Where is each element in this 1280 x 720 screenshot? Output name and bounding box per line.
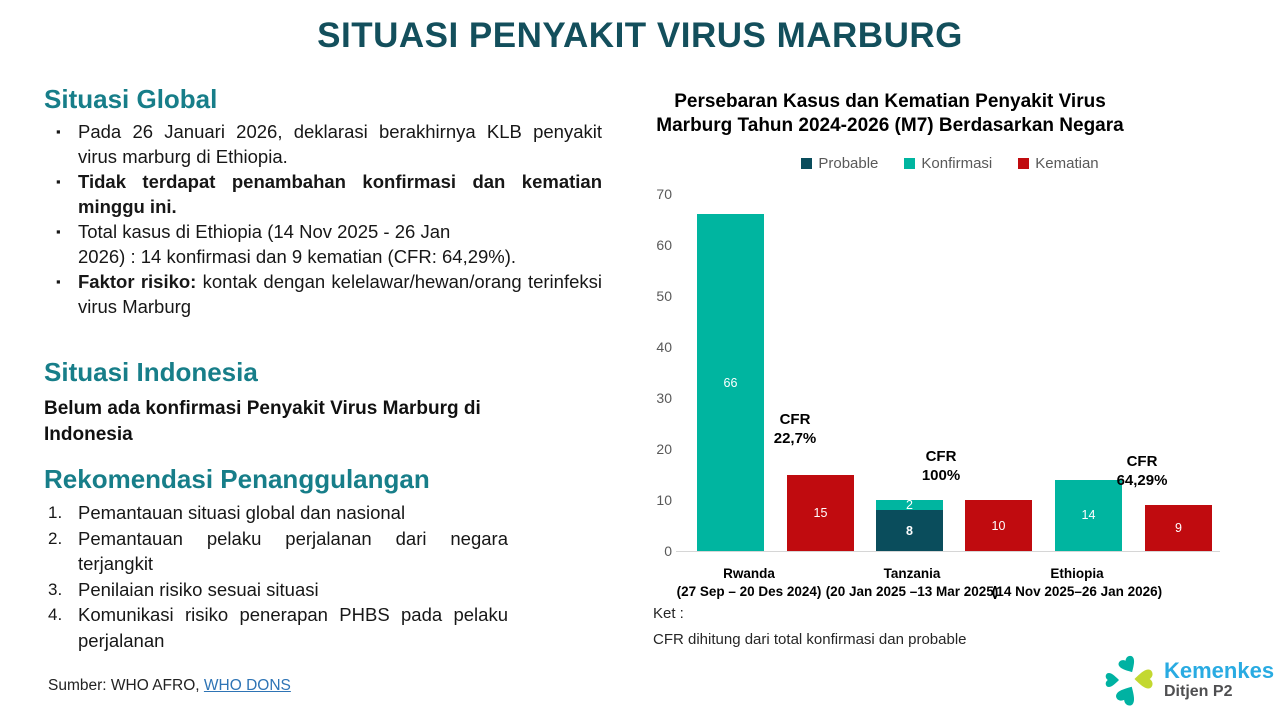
heart-top-icon [1117,654,1140,677]
y-axis-tick-label: 0 [664,543,672,559]
kemenkes-logo: Kemenkes Ditjen P2 [1102,652,1274,708]
bar-value-konfirmasi-rwanda: 66 [723,375,738,390]
cfr-label: CFR [1126,453,1158,470]
y-axis-tick-label: 60 [656,237,672,253]
y-axis-tick-label: 50 [656,288,672,304]
kematian-swatch-icon [1018,158,1030,169]
rekomendasi-item-1: Pemantauan situasi global dan nasional [48,500,406,525]
cfr-annotation-ethiopia: CFR 64,29% [1117,452,1168,490]
page-title: SITUASI PENYAKIT VIRUS MARBURG [317,16,963,55]
chart-note-label: Ket : [653,605,684,622]
indonesia-status-text: Belum ada konfirmasi Penyakit Virus Marb… [44,398,481,445]
x-axis-line [676,551,1220,552]
cfr-annotation-tanzania: CFR 100% [922,447,960,485]
who-dons-link[interactable]: WHO DONS [203,677,291,694]
category-period-tanzania: (20 Jan 2025 –13 Mar 2025) [825,584,999,599]
heading-situasi-global: Situasi Global [44,84,218,114]
chart-title-line1: Persebaran Kasus dan Kematian Penyakit V… [674,91,1106,112]
left-column: Situasi Global Pada 26 Januari 2026, dek… [44,84,602,653]
bar-value-konfirmasi-tanzania: 2 [906,498,913,513]
kemenkes-brand-label: Kemenkes [1164,658,1275,683]
cfr-value: 22,7% [773,430,817,447]
source-prefix: Sumber: WHO AFRO, [48,677,200,694]
bar-chart-plot: 0 10 20 30 40 50 60 70 66 15 Rwanda (27 Sep – 20 De… [640,85,1260,665]
bar-konfirmasi-tanzania [876,500,943,511]
bar-value-kematian-ethiopia: 9 [1175,521,1182,536]
bar-kematian-tanzania [965,500,1032,551]
bar-kematian-ethiopia [1145,505,1212,551]
bullet-item-3: Total kasus di Ethiopia (14 Nov 2025 - 2… [44,219,602,269]
y-axis-tick-label: 40 [656,339,672,355]
chart-legend: Probable Konfirmasi Kematian [640,155,1260,172]
bar-konfirmasi-rwanda [697,214,764,551]
bar-value-konfirmasi-ethiopia: 14 [1081,508,1096,523]
y-axis-tick-label: 20 [656,441,672,457]
legend-item-kematian: Kematian [1018,155,1099,172]
heart-left-icon [1105,673,1119,687]
chart-title-line2: Marburg Tahun 2024-2026 (M7) Berdasarkan… [656,115,1124,136]
probable-swatch-icon [801,158,813,169]
kemenkes-wordmark: Kemenkes Ditjen P2 [1164,659,1274,701]
y-axis-tick-label: 10 [656,492,672,508]
heading-rekomendasi: Rekomendasi Penanggulangan [44,464,430,494]
category-label-ethiopia: Ethiopia [1050,566,1104,581]
konfirmasi-swatch-icon [904,158,916,169]
cfr-value: 64,29% [1116,472,1168,489]
bullet-item-2: Tidak terdapat penambahan konfirmasi dan… [44,169,602,219]
rekomendasi-item-3: Penilaian risiko sesuai situasi [48,577,319,602]
heart-right-icon [1134,669,1153,689]
rekomendasi-item-4: Komunikasi risiko penerapan PHBS pada pe… [48,602,508,651]
category-label-tanzania: Tanzania [883,566,941,581]
bullet-item-4: Faktor risiko: kontak dengan kelelawar/h… [44,269,602,319]
cfr-value: 100% [921,467,961,484]
chart-note-text: CFR dihitung dari total konfirmasi dan p… [653,631,967,648]
category-label-rwanda: Rwanda [723,566,775,581]
heart-bottom-icon [1114,682,1140,708]
category-period-rwanda: (27 Sep – 20 Des 2024) [676,584,822,599]
bar-value-kematian-tanzania: 10 [991,518,1006,533]
rekomendasi-list: Pemantauan situasi global dan nasional P… [44,500,508,653]
y-axis-tick-label: 70 [656,186,672,202]
bar-konfirmasi-ethiopia [1055,479,1122,551]
cfr-label: CFR [925,448,957,465]
category-period-ethiopia: (14 Nov 2025–26 Jan 2026) [991,584,1163,599]
bar-value-probable-tanzania: 8 [906,523,913,538]
bar-probable-tanzania [876,510,943,551]
chart-title: Persebaran Kasus dan Kematian Penyakit V… [640,90,1140,138]
legend-item-konfirmasi: Konfirmasi [904,155,992,172]
cfr-annotation-rwanda: CFR 22,7% [774,410,817,448]
kemenkes-logo-mark [1105,654,1153,708]
cfr-label: CFR [779,411,811,428]
bullet-item-1: Pada 26 Januari 2026, deklarasi berakhir… [44,119,602,169]
bar-value-kematian-rwanda: 15 [813,505,828,520]
rekomendasi-item-2: Pemantauan pelaku perjalanan dari negara… [48,526,508,575]
source-line: Sumber: WHO AFRO, WHO DONS [48,677,291,695]
y-axis-tick-label: 30 [656,390,672,406]
ditjen-p2-label: Ditjen P2 [1164,683,1233,700]
legend-item-probable: Probable [801,155,878,172]
heading-situasi-indonesia: Situasi Indonesia [44,357,258,387]
global-bullet-list: Pada 26 Januari 2026, deklarasi berakhir… [44,119,602,319]
chart-panel: Persebaran Kasus dan Kematian Penyakit V… [640,85,1260,665]
bar-kematian-rwanda [787,474,854,551]
